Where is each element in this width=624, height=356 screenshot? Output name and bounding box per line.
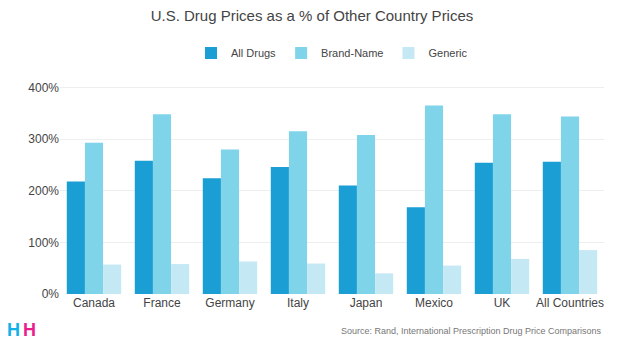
svg-text:France: France [143, 296, 181, 310]
svg-text:400%: 400% [28, 81, 59, 95]
svg-text:300%: 300% [28, 132, 59, 146]
svg-text:Source: Rand, International Pr: Source: Rand, International Prescription… [341, 326, 602, 336]
svg-text:Germany: Germany [205, 296, 254, 310]
svg-text:Brand-Name: Brand-Name [321, 47, 383, 59]
svg-text:100%: 100% [28, 236, 59, 250]
svg-text:Japan: Japan [350, 296, 383, 310]
svg-text:Generic: Generic [428, 47, 467, 59]
svg-text:U.S. Drug Prices as a % of Oth: U.S. Drug Prices as a % of Other Country… [151, 7, 474, 24]
svg-text:UK: UK [494, 296, 511, 310]
svg-text:H: H [7, 320, 20, 340]
svg-text:All Countries: All Countries [536, 296, 604, 310]
svg-text:Italy: Italy [287, 296, 309, 310]
svg-text:200%: 200% [28, 184, 59, 198]
svg-text:H: H [23, 320, 36, 340]
svg-text:0%: 0% [42, 287, 60, 301]
svg-text:Mexico: Mexico [415, 296, 453, 310]
svg-text:All Drugs: All Drugs [231, 47, 276, 59]
svg-text:Canada: Canada [73, 296, 115, 310]
